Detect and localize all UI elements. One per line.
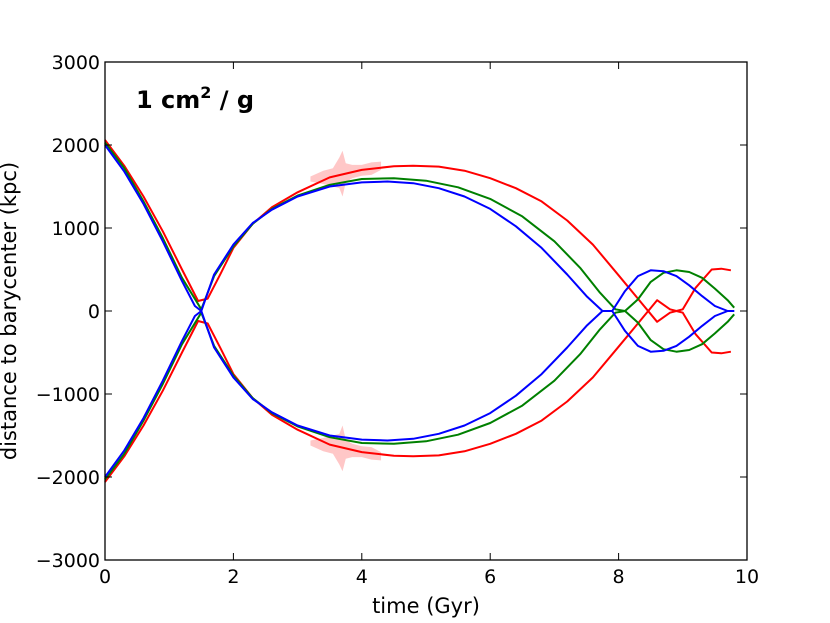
x-tick-label: 0: [99, 566, 111, 588]
series-0-upper-line: [104, 139, 732, 323]
x-tick-label: 8: [613, 566, 625, 588]
y-axis-ticks: −3000 −2000 −1000 0 1000 2000 3000: [36, 52, 747, 572]
y-tick-label: −3000: [36, 550, 100, 572]
y-tick-label: 1000: [52, 218, 100, 240]
x-tick-label: 2: [227, 566, 239, 588]
y-axis-label: distance to barycenter (kpc): [0, 162, 21, 460]
series-lines: [104, 139, 735, 483]
annotation-label: 1 cm2 / g: [136, 83, 254, 114]
x-axis-label: time (Gyr): [372, 594, 480, 618]
y-tick-label: 2000: [52, 135, 100, 157]
series-2-upper-line: [104, 144, 735, 312]
x-tick-label: 4: [356, 566, 368, 588]
annotation-suffix: / g: [211, 86, 254, 114]
y-tick-label: 3000: [52, 52, 100, 74]
x-axis-ticks: 0 2 4 6 8 10: [99, 62, 759, 588]
x-tick-label: 6: [484, 566, 496, 588]
annotation-base: 1 cm: [136, 86, 200, 114]
annotation-exponent: 2: [200, 83, 211, 102]
y-tick-label: −2000: [36, 467, 100, 489]
x-tick-label: 10: [735, 566, 759, 588]
y-tick-label: 0: [88, 301, 100, 323]
series-0-lower-line: [104, 299, 732, 483]
y-tick-label: −1000: [36, 384, 100, 406]
series-2-lower-line: [104, 310, 735, 478]
